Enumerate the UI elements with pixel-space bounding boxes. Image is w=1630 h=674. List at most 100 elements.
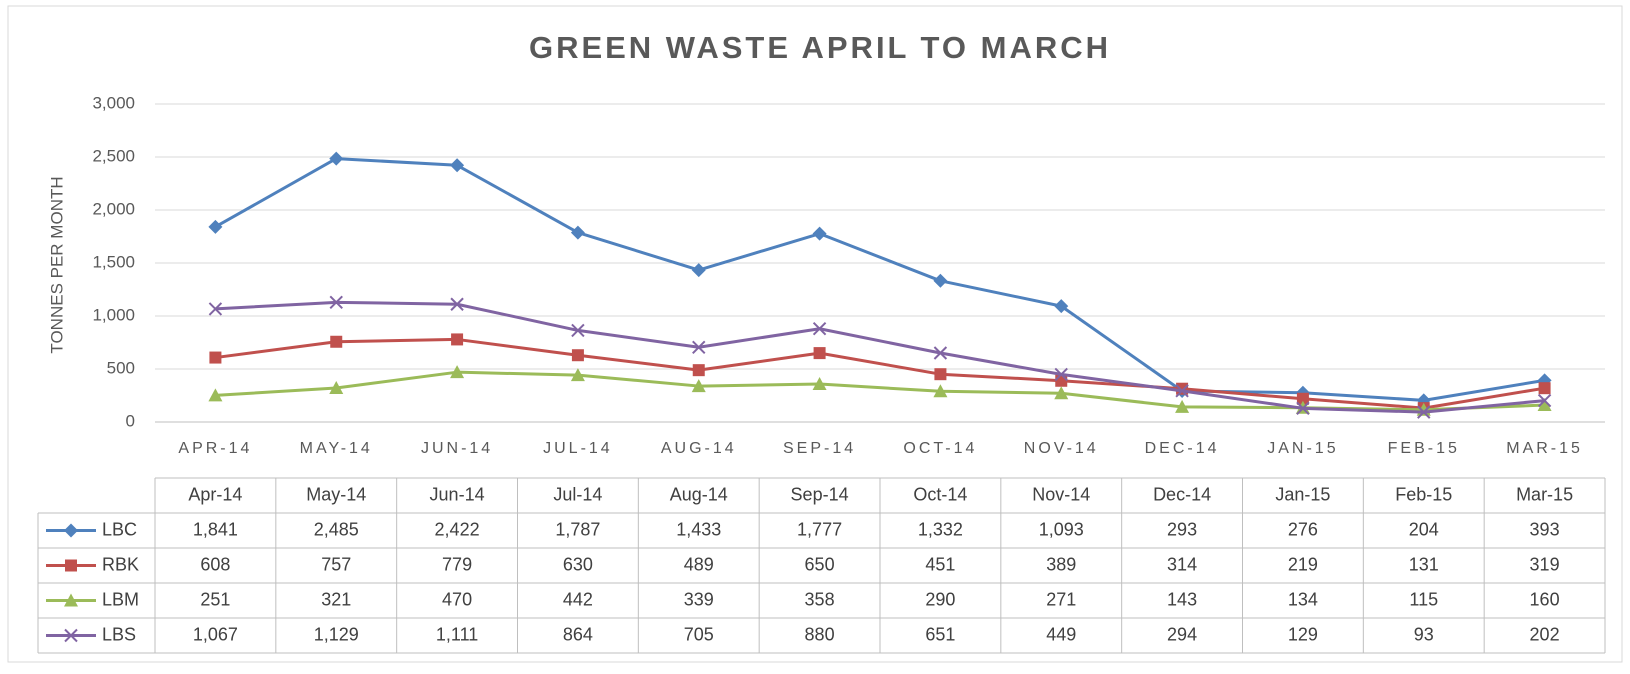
marker: [1417, 405, 1431, 419]
table-cell: 389: [1046, 554, 1076, 574]
table-cell: 451: [925, 554, 955, 574]
table-cell: 319: [1530, 554, 1560, 574]
marker: [571, 349, 584, 362]
table-header: Feb-15: [1395, 484, 1452, 504]
table-cell: 134: [1288, 589, 1318, 609]
y-tick-label: 2,000: [92, 199, 135, 218]
marker: [1054, 367, 1068, 382]
x-tick-label: FEB-15: [1388, 440, 1460, 457]
table-cell: 219: [1288, 554, 1318, 574]
table-cell: 449: [1046, 624, 1076, 644]
series-line: [215, 337, 1545, 410]
marker: [812, 226, 827, 241]
table-header: Apr-14: [188, 484, 242, 504]
marker: [570, 368, 585, 382]
table-cell: 1,841: [193, 519, 238, 539]
marker: [1054, 299, 1069, 314]
marker: [451, 333, 464, 346]
x-tick-label: OCT-14: [903, 440, 977, 457]
table-cell: 651: [925, 624, 955, 644]
x-tick-label: MAR-15: [1506, 440, 1583, 457]
x-tick-label: NOV-14: [1024, 440, 1099, 457]
table-cell: 1,129: [314, 624, 359, 644]
marker: [934, 368, 947, 381]
table-cell: 1,777: [797, 519, 842, 539]
table-cell: 321: [321, 589, 351, 609]
marker: [1175, 399, 1190, 413]
table-cell: 93: [1414, 624, 1434, 644]
y-tick-label: 2,500: [92, 146, 135, 165]
legend-marker: [64, 593, 78, 607]
table-header: Dec-14: [1153, 484, 1211, 504]
chart-title: GREEN WASTE APRIL TO MARCH: [529, 30, 1111, 65]
table-cell: 864: [563, 624, 593, 644]
marker: [450, 158, 465, 173]
table-cell: 131: [1409, 554, 1439, 574]
table-cell: 115: [1409, 589, 1438, 609]
marker: [691, 379, 706, 393]
table-cell: 1,093: [1039, 519, 1084, 539]
table-cell: 358: [805, 589, 835, 609]
table-cell: 1,787: [555, 519, 600, 539]
marker: [450, 297, 464, 311]
table-cell: 705: [684, 624, 714, 644]
table-cell: 290: [925, 589, 955, 609]
marker: [1296, 401, 1310, 416]
marker: [692, 340, 706, 354]
table-header: Oct-14: [913, 484, 967, 504]
legend-marker: [64, 523, 78, 538]
marker: [570, 225, 585, 240]
table-header: Jan-15: [1275, 484, 1330, 504]
marker: [812, 377, 827, 391]
table-cell: 294: [1167, 624, 1197, 644]
marker: [208, 302, 223, 316]
y-tick-label: 1,500: [92, 252, 135, 271]
table-cell: 608: [200, 554, 230, 574]
table-cell: 880: [805, 624, 835, 644]
y-tick-label: 1,000: [92, 305, 135, 324]
table-cell: 1,433: [676, 519, 721, 539]
table-header: Mar-15: [1516, 484, 1573, 504]
table-cell: 650: [805, 554, 835, 574]
marker: [692, 364, 705, 377]
table-cell: 129: [1288, 624, 1318, 644]
table-cell: 757: [321, 554, 351, 574]
marker: [933, 346, 948, 360]
marker: [329, 151, 344, 166]
table-cell: 2,485: [314, 519, 359, 539]
series-line: [215, 300, 1545, 414]
marker: [208, 388, 223, 402]
table-cell: 160: [1530, 589, 1560, 609]
table-header: Sep-14: [791, 484, 849, 504]
table-cell: 470: [442, 589, 472, 609]
marker: [1296, 392, 1309, 405]
marker: [1055, 374, 1068, 387]
table-cell: 393: [1530, 519, 1560, 539]
x-tick-label: MAY-14: [300, 440, 373, 457]
table-cell: 143: [1167, 589, 1197, 609]
marker: [450, 365, 465, 379]
table-header: May-14: [306, 484, 366, 504]
table-cell: 1,332: [918, 519, 963, 539]
table-header: Nov-14: [1032, 484, 1090, 504]
marker: [1537, 398, 1552, 412]
marker: [329, 380, 344, 394]
legend-label: LBS: [102, 624, 136, 644]
marker: [329, 295, 343, 310]
table-header: Jul-14: [553, 484, 602, 504]
x-tick-label: AUG-14: [661, 440, 737, 457]
table-header: Aug-14: [670, 484, 728, 504]
x-tick-label: APR-14: [178, 440, 252, 457]
marker: [209, 351, 222, 364]
table-cell: 202: [1530, 624, 1560, 644]
legend-label: RBK: [102, 554, 139, 574]
x-tick-label: DEC-14: [1145, 440, 1220, 457]
table-cell: 314: [1167, 554, 1197, 574]
marker: [1537, 393, 1552, 408]
marker: [1538, 382, 1551, 395]
y-tick-label: 0: [126, 411, 135, 430]
marker: [933, 384, 948, 398]
table-cell: 204: [1409, 519, 1439, 539]
